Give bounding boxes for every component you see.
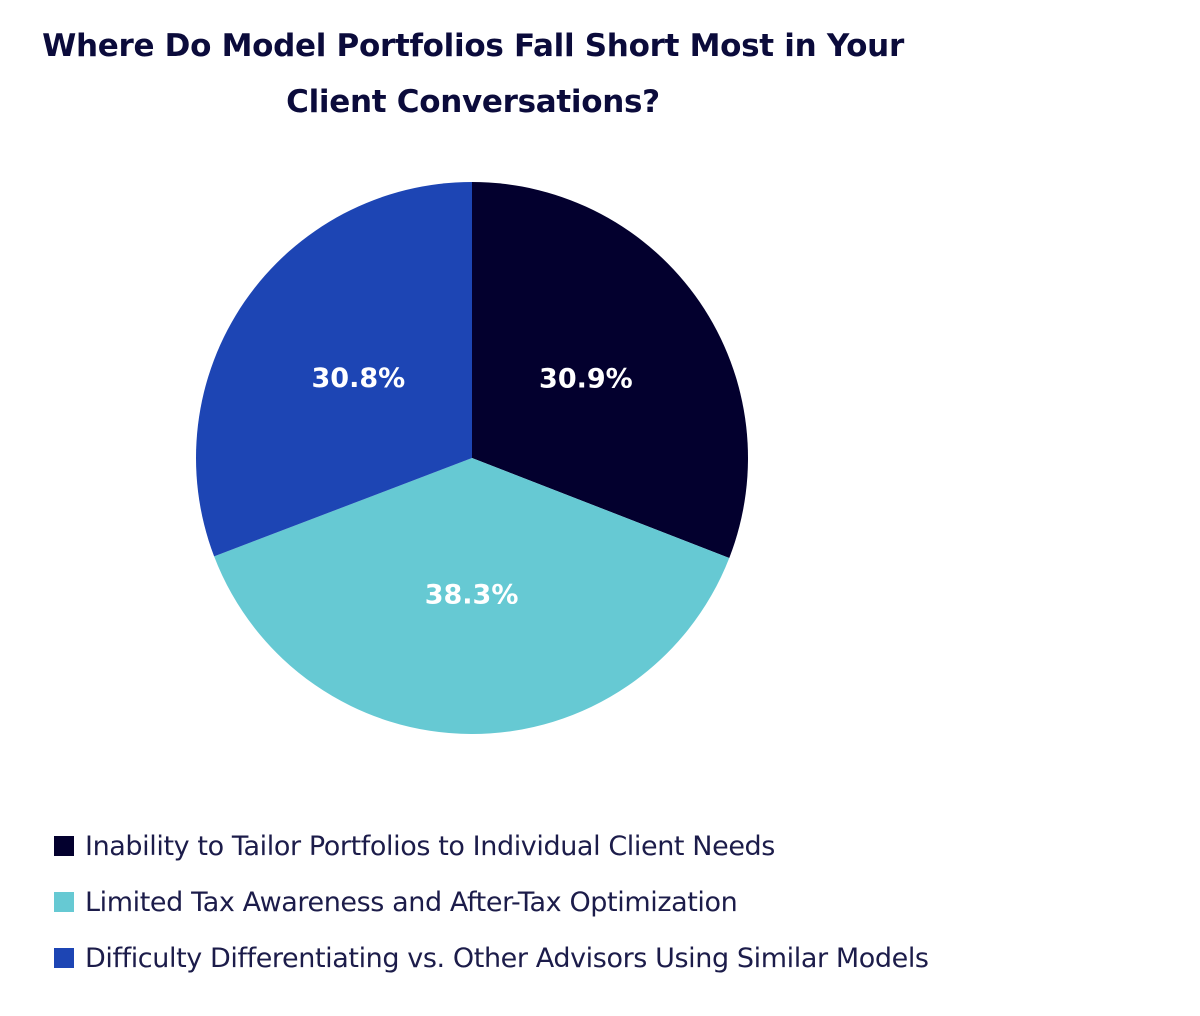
legend-item-tailor: Inability to Tailor Portfolios to Indivi… xyxy=(54,818,929,874)
legend-swatch-differentiating xyxy=(54,948,74,968)
legend-label-tax: Limited Tax Awareness and After-Tax Opti… xyxy=(85,886,738,918)
legend-label-differentiating: Difficulty Differentiating vs. Other Adv… xyxy=(85,942,929,974)
slice-label-differentiating: 30.8% xyxy=(312,363,406,394)
pie-slice-tailor xyxy=(472,182,748,558)
chart-legend: Inability to Tailor Portfolios to Indivi… xyxy=(54,818,929,986)
pie-slice-tax xyxy=(214,458,730,735)
pie-chart: 30.9% 38.3% 30.8% xyxy=(196,182,748,735)
slice-label-tax: 38.3% xyxy=(425,579,519,610)
chart-title: Where Do Model Portfolios Fall Short Mos… xyxy=(42,28,904,120)
legend-item-differentiating: Difficulty Differentiating vs. Other Adv… xyxy=(54,930,929,986)
slice-label-tailor: 30.9% xyxy=(539,364,633,395)
legend-item-tax: Limited Tax Awareness and After-Tax Opti… xyxy=(54,874,929,930)
pie-slice-differentiating xyxy=(196,182,472,557)
legend-swatch-tailor xyxy=(54,836,74,856)
legend-swatch-tax xyxy=(54,892,74,912)
legend-label-tailor: Inability to Tailor Portfolios to Indivi… xyxy=(85,830,775,862)
